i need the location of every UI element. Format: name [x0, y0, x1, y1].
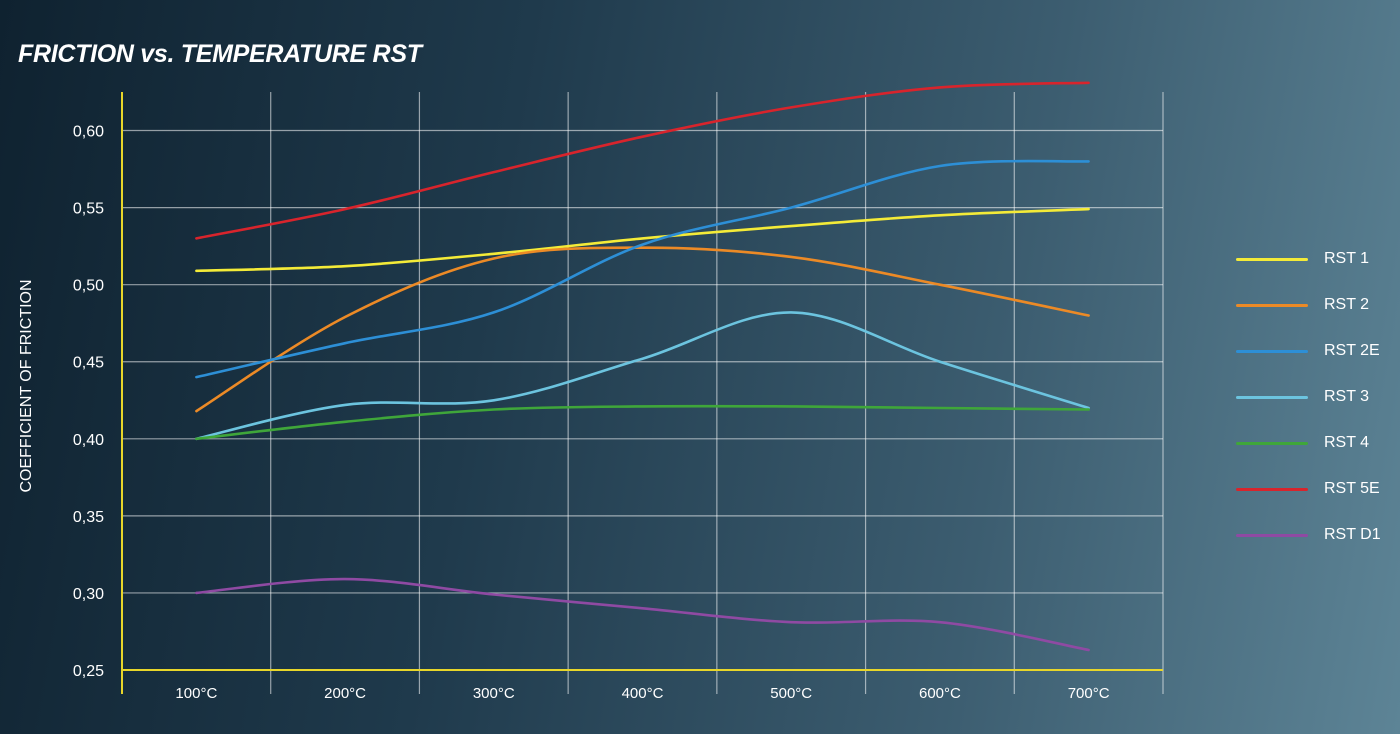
- series-line-rst-4: [195, 404, 1090, 441]
- x-tick-label: 200°C: [324, 685, 366, 702]
- x-tick-label: 700°C: [1068, 685, 1110, 702]
- y-axis-label: COEFFICIENT OF FRICTION: [18, 279, 35, 492]
- y-tick-label: 0,40: [73, 432, 104, 449]
- y-tick-label: 0,35: [73, 509, 104, 526]
- grid: [122, 92, 1164, 694]
- x-tick-label: 400°C: [622, 685, 664, 702]
- legend-item-rst-4: RST 4: [1236, 420, 1381, 466]
- legend-swatch: [1236, 533, 1308, 537]
- legend-swatch: [1236, 303, 1308, 307]
- legend-label: RST 5E: [1324, 480, 1380, 497]
- x-tick-labels: 100°C 200°C 300°C 400°C 500°C 600°C 700°C: [175, 685, 1109, 702]
- axes: [121, 92, 1163, 694]
- y-tick-label: 0,55: [73, 201, 104, 218]
- y-tick-label: 0,45: [73, 355, 104, 372]
- x-tick-label: 600°C: [919, 685, 961, 702]
- y-tick-label: 0,30: [73, 586, 104, 603]
- y-tick-label: 0,50: [73, 278, 104, 295]
- series-line-rst-2e: [195, 159, 1090, 379]
- legend-swatch: [1236, 349, 1308, 353]
- series-lines: [195, 81, 1090, 652]
- series-line-rst-d1: [195, 577, 1090, 652]
- legend-label: RST 1: [1324, 250, 1370, 267]
- legend-label: RST 4: [1324, 434, 1370, 451]
- legend-swatch: [1236, 257, 1308, 261]
- legend-item-rst-1: RST 1: [1236, 236, 1381, 282]
- legend-item-rst-3: RST 3: [1236, 374, 1381, 420]
- legend-item-rst-2: RST 2: [1236, 282, 1381, 328]
- series-line-rst-2: [195, 246, 1090, 413]
- x-tick-label: 500°C: [770, 685, 812, 702]
- legend-swatch: [1236, 441, 1308, 445]
- chart-title: FRICTION vs. TEMPERATURE RST: [18, 40, 422, 68]
- x-tick-label: 100°C: [175, 685, 217, 702]
- series-line-rst-3: [195, 311, 1090, 441]
- x-tick-label: 300°C: [473, 685, 515, 702]
- series-line-rst-5e: [195, 81, 1090, 240]
- y-tick-label: 0,25: [73, 663, 104, 680]
- legend-item-rst-d1: RST D1: [1236, 512, 1381, 558]
- legend-label: RST 2: [1324, 296, 1370, 313]
- y-tick-label: 0,60: [73, 124, 104, 141]
- series-line-rst-1: [195, 207, 1090, 273]
- legend-swatch: [1236, 487, 1308, 491]
- legend-label: RST 3: [1324, 388, 1370, 405]
- y-tick-labels: 0,25 0,30 0,35 0,40 0,45 0,50 0,55 0,60: [73, 124, 104, 680]
- legend: RST 1 RST 2 RST 2E RST 3 RST 4 RST 5E RST D1: [1236, 236, 1381, 558]
- legend-label: RST D1: [1324, 526, 1381, 543]
- legend-label: RST 2E: [1324, 342, 1380, 359]
- legend-item-rst-2e: RST 2E: [1236, 328, 1381, 374]
- legend-swatch: [1236, 395, 1308, 399]
- legend-item-rst-5e: RST 5E: [1236, 466, 1381, 512]
